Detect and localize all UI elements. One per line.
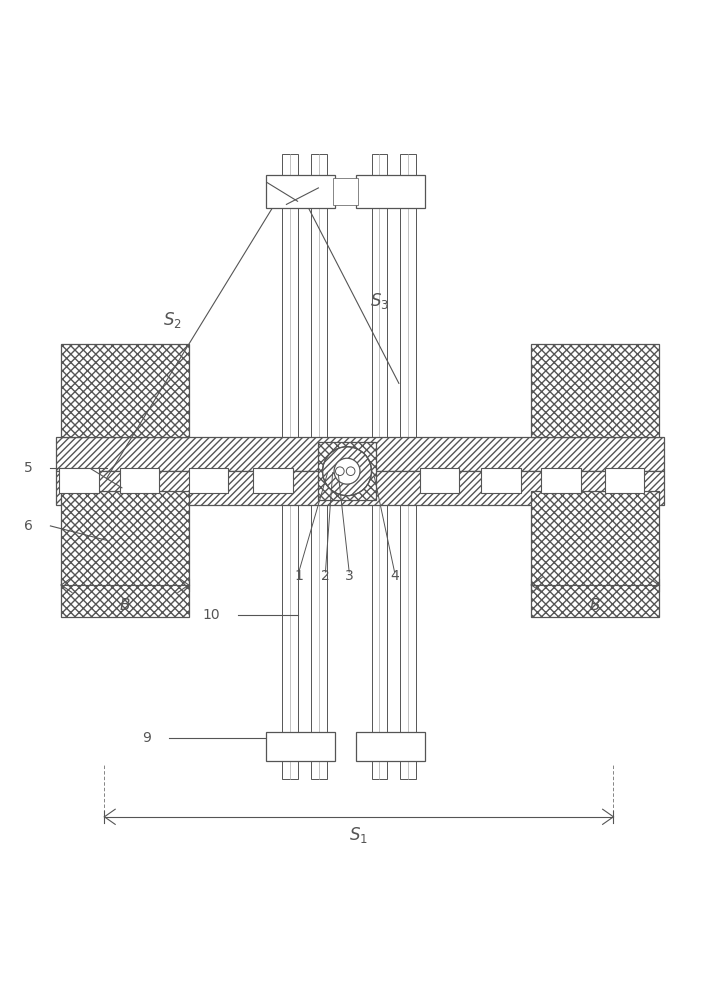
Text: 2: 2 xyxy=(321,569,330,583)
Bar xyxy=(189,468,228,493)
Bar xyxy=(318,442,376,500)
Bar xyxy=(531,491,659,617)
Bar xyxy=(120,468,159,493)
Bar xyxy=(420,468,459,493)
Bar xyxy=(266,175,335,208)
Bar xyxy=(59,468,99,493)
Text: 3: 3 xyxy=(345,569,354,583)
Bar xyxy=(356,175,425,208)
Text: $S_1$: $S_1$ xyxy=(349,825,369,845)
Text: $B$: $B$ xyxy=(119,597,131,613)
Bar xyxy=(333,178,358,205)
Text: 10: 10 xyxy=(202,608,220,622)
Bar xyxy=(56,471,664,505)
Text: 5: 5 xyxy=(24,461,32,475)
Text: $S_2$: $S_2$ xyxy=(163,310,182,330)
Bar xyxy=(253,468,293,493)
Text: 1: 1 xyxy=(294,569,303,583)
Bar xyxy=(56,437,664,471)
Text: 4: 4 xyxy=(390,569,399,583)
Bar xyxy=(61,344,189,437)
Text: $S_3$: $S_3$ xyxy=(370,291,389,311)
Text: $B$: $B$ xyxy=(589,597,601,613)
Bar xyxy=(541,468,581,493)
Bar xyxy=(61,491,189,617)
Bar xyxy=(481,468,521,493)
Bar xyxy=(282,154,298,779)
Bar xyxy=(266,732,335,761)
Bar xyxy=(356,732,425,761)
Bar xyxy=(372,154,387,779)
Circle shape xyxy=(323,447,372,496)
Bar xyxy=(400,154,416,779)
Circle shape xyxy=(334,458,360,484)
Bar xyxy=(311,154,327,779)
Bar xyxy=(605,468,644,493)
Circle shape xyxy=(336,467,344,476)
Text: 6: 6 xyxy=(24,519,32,533)
Bar xyxy=(531,344,659,437)
Circle shape xyxy=(346,467,355,476)
Text: 9: 9 xyxy=(143,731,151,745)
